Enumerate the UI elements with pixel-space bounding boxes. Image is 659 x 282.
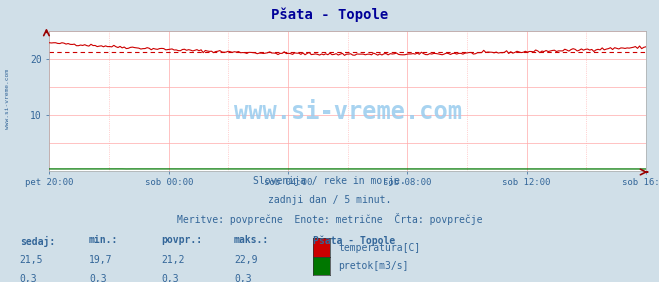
Text: zadnji dan / 5 minut.: zadnji dan / 5 minut. (268, 195, 391, 204)
Text: min.:: min.: (89, 235, 119, 245)
Text: 0,3: 0,3 (20, 274, 38, 282)
Text: Meritve: povprečne  Enote: metrične  Črta: povprečje: Meritve: povprečne Enote: metrične Črta:… (177, 213, 482, 225)
Text: 0,3: 0,3 (234, 274, 252, 282)
Text: 0,3: 0,3 (89, 274, 107, 282)
Text: 21,2: 21,2 (161, 255, 185, 265)
Text: www.si-vreme.com: www.si-vreme.com (5, 69, 11, 129)
Text: 0,3: 0,3 (161, 274, 179, 282)
Text: Slovenija / reke in morje.: Slovenija / reke in morje. (253, 176, 406, 186)
Text: Pšata - Topole: Pšata - Topole (313, 235, 395, 246)
Text: maks.:: maks.: (234, 235, 269, 245)
Text: 19,7: 19,7 (89, 255, 113, 265)
Text: Pšata - Topole: Pšata - Topole (271, 7, 388, 21)
Text: 21,5: 21,5 (20, 255, 43, 265)
Text: 22,9: 22,9 (234, 255, 258, 265)
Text: www.si-vreme.com: www.si-vreme.com (234, 100, 461, 124)
Text: povpr.:: povpr.: (161, 235, 202, 245)
Text: pretok[m3/s]: pretok[m3/s] (338, 261, 409, 272)
Text: temperatura[C]: temperatura[C] (338, 243, 420, 253)
Text: sedaj:: sedaj: (20, 235, 55, 246)
